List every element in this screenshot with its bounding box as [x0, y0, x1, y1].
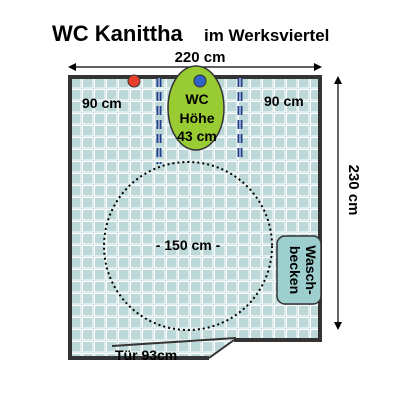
blue-flush-button [193, 74, 207, 88]
width-label: 220 cm [175, 49, 226, 66]
toilet-label-line1: WC [185, 91, 208, 107]
title-subtitle: im Werksviertel [204, 26, 329, 45]
turning-circle-label: - 150 cm - [156, 237, 221, 253]
height-label: 230 cm [345, 165, 362, 216]
door-label: Tür 93cm [115, 347, 177, 363]
door-swing [111, 337, 237, 347]
room-floor [70, 77, 320, 358]
red-button [127, 74, 141, 88]
door-opening [208, 339, 235, 359]
turning-circle [103, 161, 273, 331]
toilet-label-line3: 43 cm [177, 128, 217, 144]
sink-label-line2: becken [287, 246, 303, 294]
title-main: WC Kanittha [52, 21, 184, 46]
toilet-label-line2: Höhe [180, 110, 215, 126]
sink-label-line1: Wasch- [303, 245, 319, 295]
right-clearance-label: 90 cm [264, 93, 304, 109]
toilet [167, 65, 225, 151]
left-clearance-label: 90 cm [82, 95, 122, 111]
sink [276, 235, 322, 305]
